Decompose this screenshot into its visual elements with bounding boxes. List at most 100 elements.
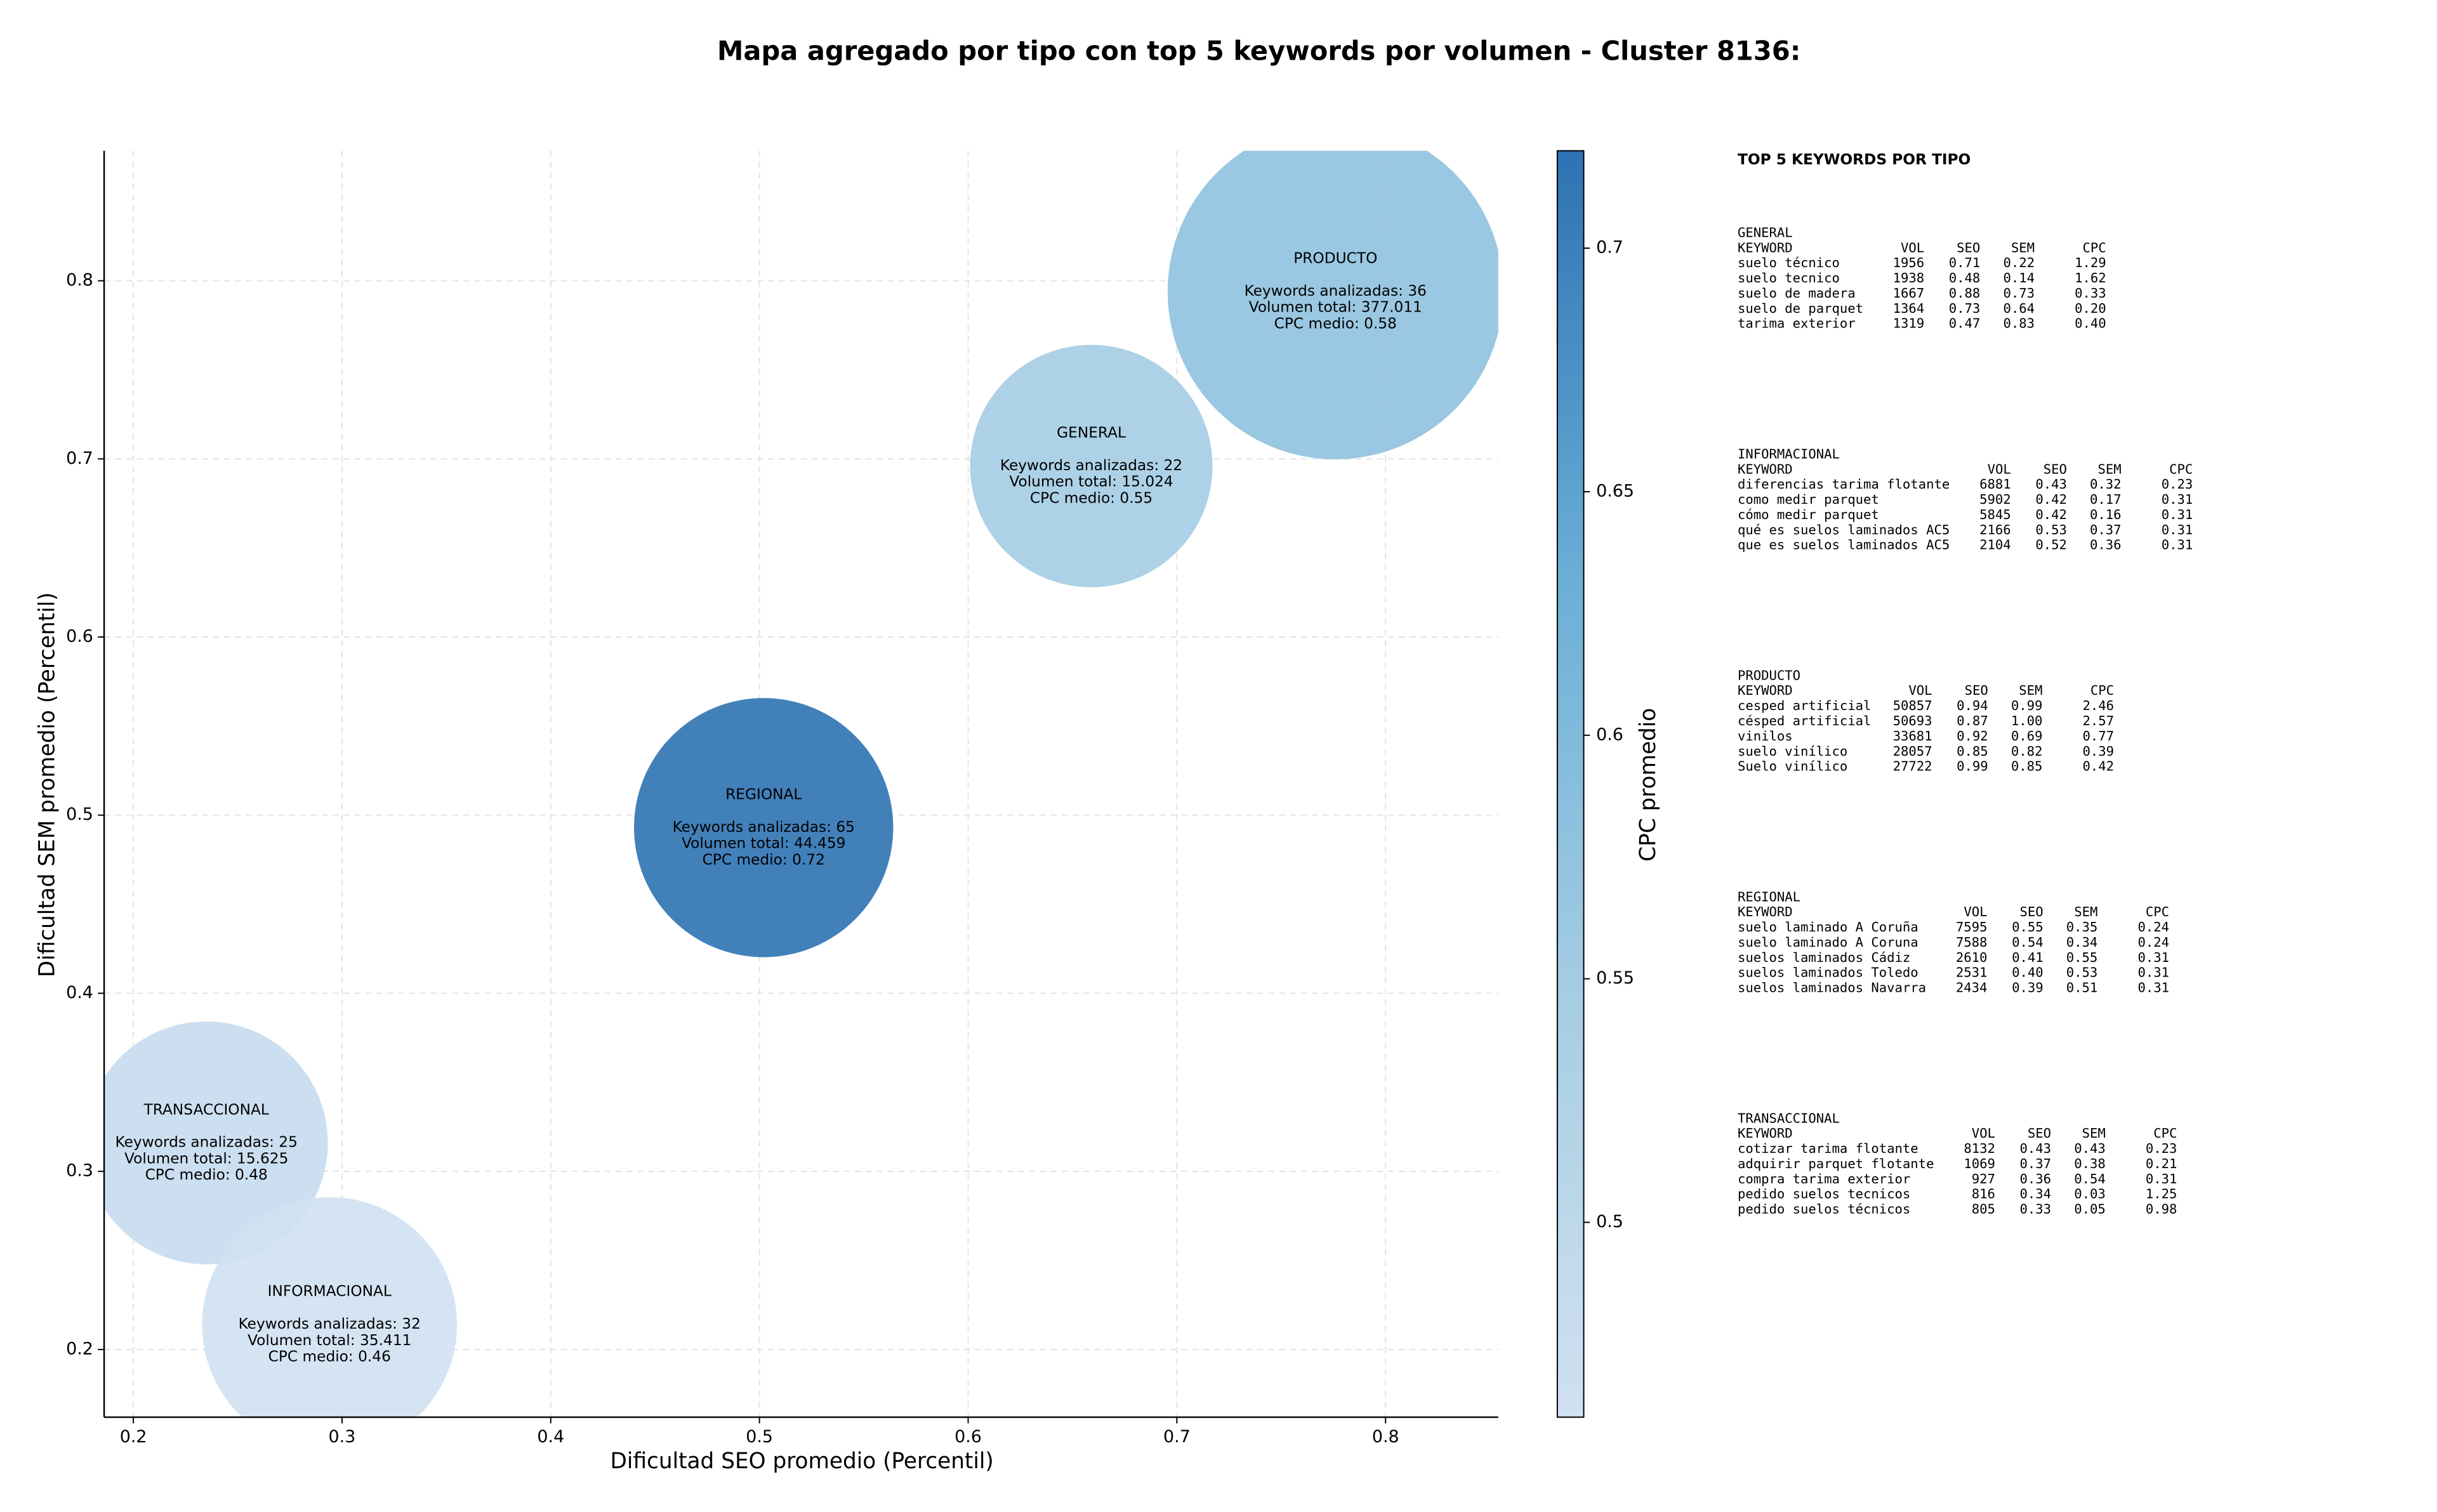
column-header: SEM bbox=[2097, 461, 2121, 477]
table-cell: 0.82 bbox=[2011, 744, 2043, 759]
column-header: VOL bbox=[1901, 240, 1924, 255]
table-cell: 0.31 bbox=[2162, 537, 2193, 553]
x-tick-label: 0.6 bbox=[954, 1427, 982, 1447]
table-cell: 0.31 bbox=[2162, 507, 2193, 522]
y-tick-label: 0.5 bbox=[66, 805, 93, 824]
table-cell: 2610 bbox=[1956, 950, 1988, 965]
column-header: SEO bbox=[1965, 683, 1988, 698]
bubble-label: Keywords analizadas: 22 bbox=[1000, 457, 1182, 474]
table-cell: 6881 bbox=[1979, 477, 2011, 492]
table-cell: 0.92 bbox=[1957, 728, 1988, 744]
table-cell: 0.37 bbox=[2020, 1156, 2052, 1171]
table-cell: 2531 bbox=[1956, 965, 1988, 980]
column-header: SEM bbox=[2011, 240, 2035, 255]
y-tick-label: 0.8 bbox=[66, 270, 93, 290]
table-cell: 0.31 bbox=[2162, 492, 2193, 507]
colorbar-tick-label: 0.55 bbox=[1596, 968, 1634, 988]
table-cell: 0.39 bbox=[2012, 980, 2044, 996]
table-cell: 0.31 bbox=[2137, 965, 2169, 980]
table-cell: 0.20 bbox=[2075, 301, 2106, 316]
table-cell: 0.39 bbox=[2083, 744, 2115, 759]
table-cell: 1.00 bbox=[2011, 713, 2043, 728]
bubble-label: CPC medio: 0.72 bbox=[703, 851, 825, 868]
bubble-label: Keywords analizadas: 65 bbox=[673, 818, 855, 836]
table-cell: pedido suelos técnicos bbox=[1738, 1202, 1910, 1217]
table-cell: 1.29 bbox=[2075, 255, 2106, 270]
table-cell: 0.37 bbox=[2090, 522, 2122, 537]
table-cell: 1069 bbox=[1964, 1156, 1995, 1171]
bubble bbox=[202, 1197, 458, 1417]
table-cell: 7595 bbox=[1956, 919, 1988, 935]
table-cell: 2104 bbox=[1979, 537, 2011, 553]
bubble-label: CPC medio: 0.55 bbox=[1030, 489, 1152, 506]
table-cell: 0.55 bbox=[2012, 919, 2044, 935]
table-cell: 1364 bbox=[1893, 301, 1925, 316]
x-tick-label: 0.8 bbox=[1372, 1427, 1399, 1447]
column-header: KEYWORD bbox=[1738, 240, 1793, 255]
table-cell: 1.62 bbox=[2075, 270, 2106, 286]
table-cell: pedido suelos tecnicos bbox=[1738, 1187, 1910, 1202]
table-cell: suelo vinílico bbox=[1738, 744, 1847, 759]
table-cell: adquirir parquet flotante bbox=[1738, 1156, 1934, 1171]
table-cell: 0.17 bbox=[2090, 492, 2122, 507]
table-cell: 0.83 bbox=[2003, 316, 2035, 331]
bubble bbox=[970, 345, 1213, 588]
table-cell: 927 bbox=[1972, 1171, 1995, 1187]
table-cell: 2166 bbox=[1979, 522, 2011, 537]
table-cell: 0.85 bbox=[1957, 744, 1988, 759]
table-cell: 0.51 bbox=[2066, 980, 2098, 996]
table-cell: 0.33 bbox=[2075, 286, 2106, 301]
table-cell: 0.23 bbox=[2146, 1141, 2177, 1156]
table-cell: 0.77 bbox=[2083, 728, 2115, 744]
table-cell: 0.73 bbox=[2003, 286, 2035, 301]
table-cell: 0.40 bbox=[2075, 316, 2106, 331]
bubble-name: PRODUCTO bbox=[1293, 249, 1377, 266]
table-cell: 0.54 bbox=[2074, 1171, 2106, 1187]
table-cell: 0.23 bbox=[2162, 477, 2193, 492]
table-cell: 0.34 bbox=[2066, 935, 2098, 950]
table-cell: 816 bbox=[1972, 1187, 1995, 1202]
table-cell: 0.14 bbox=[2003, 270, 2035, 286]
table-cell: 0.54 bbox=[2012, 935, 2044, 950]
bubble-label: Volumen total: 35.411 bbox=[248, 1332, 411, 1349]
column-header: VOL bbox=[1908, 683, 1932, 698]
table-cell: 5902 bbox=[1979, 492, 2011, 507]
table-cell: 0.33 bbox=[2020, 1202, 2052, 1217]
table-cell: 0.21 bbox=[2146, 1156, 2177, 1171]
table-cell: suelos laminados Toledo bbox=[1738, 965, 1919, 980]
table-cell: 0.48 bbox=[1949, 270, 1981, 286]
column-header: CPC bbox=[2153, 1126, 2177, 1141]
y-tick-label: 0.4 bbox=[66, 983, 93, 1003]
table-cell: suelo técnico bbox=[1738, 255, 1840, 270]
table-cell: 0.42 bbox=[2083, 759, 2115, 774]
group-name: INFORMACIONAL bbox=[1738, 446, 1840, 461]
table-cell: 0.85 bbox=[2011, 759, 2043, 774]
colorbar bbox=[1556, 150, 1585, 1418]
colorbar-tick-label: 0.7 bbox=[1596, 238, 1623, 258]
column-header: SEM bbox=[2082, 1126, 2106, 1141]
table-cell: suelos laminados Cádiz bbox=[1738, 950, 1910, 965]
table-cell: 0.16 bbox=[2090, 507, 2122, 522]
table-cell: 0.36 bbox=[2090, 537, 2122, 553]
table-cell: compra tarima exterior bbox=[1738, 1171, 1910, 1187]
x-tick-label: 0.2 bbox=[120, 1427, 147, 1447]
table-cell: 0.71 bbox=[1949, 255, 1981, 270]
table-cell: 0.42 bbox=[2035, 492, 2067, 507]
table-cell: 0.87 bbox=[1957, 713, 1988, 728]
table-cell: 0.35 bbox=[2066, 919, 2098, 935]
table-cell: 0.43 bbox=[2074, 1141, 2106, 1156]
bubble-label: Keywords analizadas: 32 bbox=[239, 1315, 421, 1332]
table-cell: suelos laminados Navarra bbox=[1738, 980, 1926, 996]
column-header: VOL bbox=[1964, 904, 1987, 919]
table-cell: diferencias tarima flotante bbox=[1738, 477, 1950, 492]
table-cell: 0.36 bbox=[2020, 1171, 2052, 1187]
table-cell: 2434 bbox=[1956, 980, 1988, 996]
table-cell: 1667 bbox=[1893, 286, 1925, 301]
column-header: SEM bbox=[2074, 904, 2097, 919]
table-cell: 0.53 bbox=[2066, 965, 2098, 980]
column-header: SEO bbox=[2019, 904, 2043, 919]
table-cell: 0.41 bbox=[2012, 950, 2044, 965]
